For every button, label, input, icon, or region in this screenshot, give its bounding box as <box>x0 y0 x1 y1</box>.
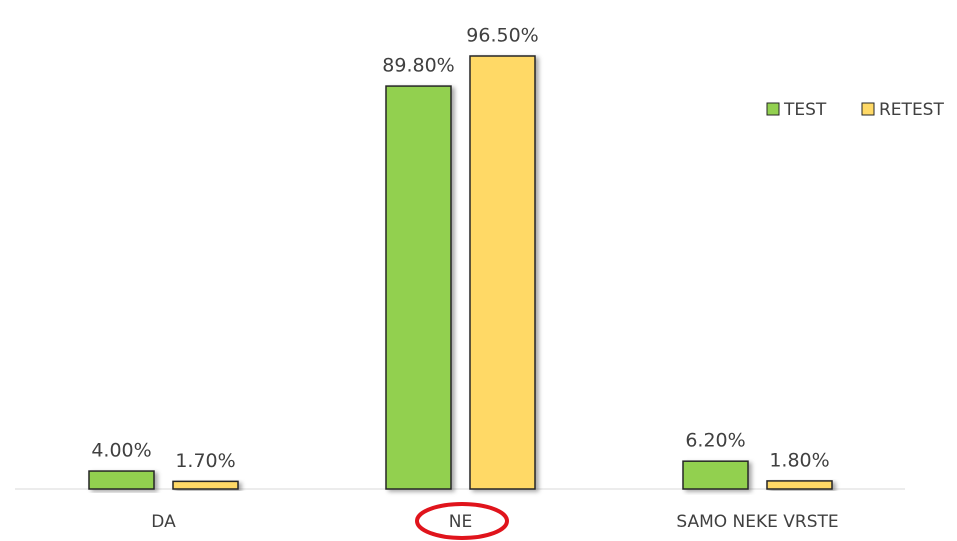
data-label: 6.20% <box>685 430 745 452</box>
legend-label: TEST <box>783 100 827 120</box>
data-label: 89.80% <box>382 55 454 77</box>
bar <box>682 460 749 490</box>
bar <box>385 85 452 490</box>
bar <box>766 480 833 490</box>
legend-swatch <box>861 102 875 116</box>
x-tick-label: DA <box>151 512 176 532</box>
data-label: 1.80% <box>769 449 829 471</box>
highlight-circle <box>415 502 509 540</box>
legend-label: RETEST <box>879 100 944 120</box>
x-tick-label: SAMO NEKE VRSTE <box>676 512 838 532</box>
legend-swatch <box>766 102 780 116</box>
x-tick-label: NE <box>449 512 472 532</box>
data-label: 1.70% <box>175 450 235 472</box>
bar <box>172 480 239 490</box>
bar <box>469 55 536 490</box>
data-label: 96.50% <box>466 25 538 47</box>
bar <box>88 470 155 490</box>
data-label: 4.00% <box>91 440 151 462</box>
